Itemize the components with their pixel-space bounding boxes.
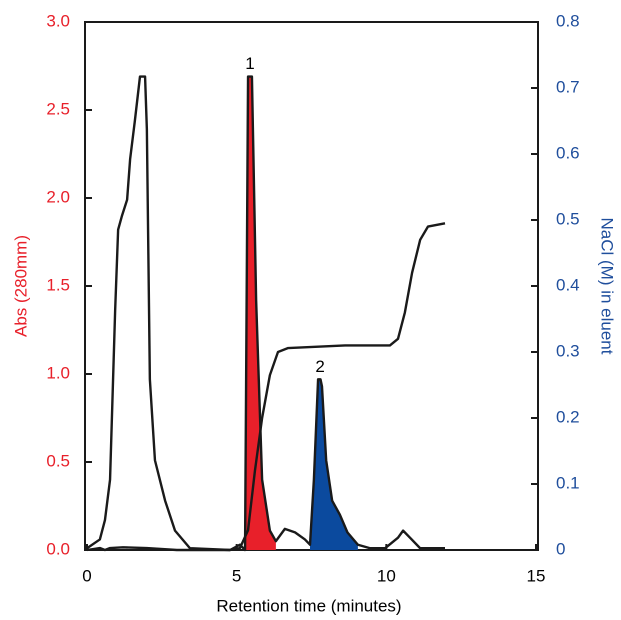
y2-tick-label: 0.8 xyxy=(556,11,580,30)
trace-line xyxy=(86,75,446,552)
y2-tick-label: 0.1 xyxy=(556,473,580,492)
y2-tick-label: 0.7 xyxy=(556,77,580,96)
peak-area xyxy=(245,76,276,550)
y-tick-label: 1.5 xyxy=(46,275,70,294)
y-tick-label: 2.0 xyxy=(46,187,70,206)
x-axis-label: Retention time (minutes) xyxy=(216,596,401,615)
trace-line xyxy=(86,222,446,552)
peak-label: 1 xyxy=(245,54,254,73)
y-tick-label: 0.5 xyxy=(46,451,70,470)
plot-frame xyxy=(84,21,539,551)
y2-tick-label: 0 xyxy=(556,539,565,558)
y-tick-label: 2.5 xyxy=(46,99,70,118)
y2-tick-label: 0.5 xyxy=(556,209,580,228)
y-tick-label: 1.0 xyxy=(46,363,70,382)
x-tick-label: 5 xyxy=(232,566,241,585)
y2-tick-label: 0.6 xyxy=(556,143,580,162)
y2-tick-label: 0.4 xyxy=(556,275,580,294)
x-tick-label: 10 xyxy=(377,566,396,585)
x-tick-label: 0 xyxy=(82,566,91,585)
y-tick-label: 3.0 xyxy=(46,11,70,30)
peak-label: 2 xyxy=(315,357,324,376)
y-axis-label: Abs (280mm) xyxy=(11,235,30,337)
y2-tick-label: 0.3 xyxy=(556,341,580,360)
y2-tick-label: 0.2 xyxy=(556,407,580,426)
y-tick-label: 0.0 xyxy=(46,539,70,558)
y2-axis-label: NaCl (M) in eluent xyxy=(598,218,617,355)
peak-area xyxy=(310,379,358,550)
x-tick-label: 15 xyxy=(527,566,546,585)
